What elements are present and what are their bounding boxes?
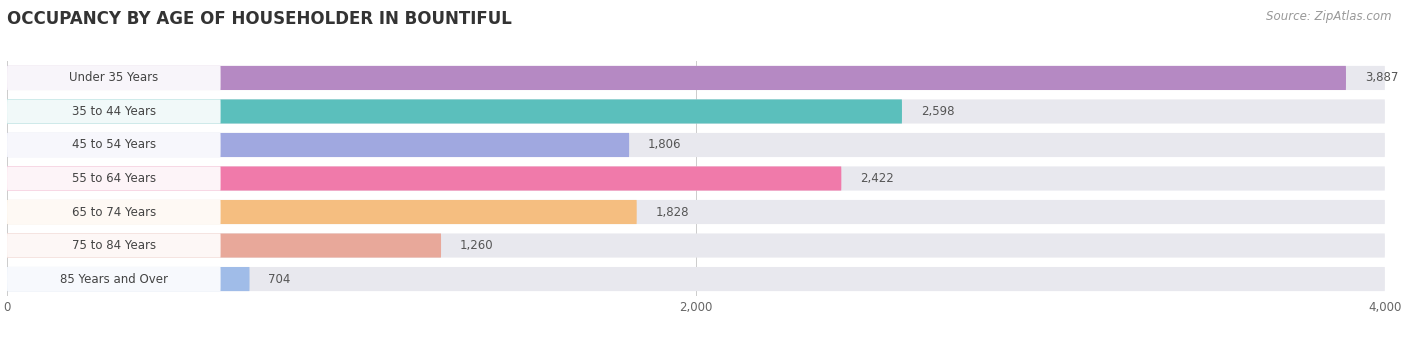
FancyBboxPatch shape bbox=[7, 200, 221, 224]
FancyBboxPatch shape bbox=[7, 133, 628, 157]
Text: 45 to 54 Years: 45 to 54 Years bbox=[72, 138, 156, 152]
Text: 1,828: 1,828 bbox=[655, 205, 689, 219]
Text: 1,260: 1,260 bbox=[460, 239, 494, 252]
Text: 2,422: 2,422 bbox=[860, 172, 894, 185]
FancyBboxPatch shape bbox=[7, 167, 841, 190]
Text: 75 to 84 Years: 75 to 84 Years bbox=[72, 239, 156, 252]
FancyBboxPatch shape bbox=[7, 200, 1385, 224]
FancyBboxPatch shape bbox=[7, 167, 1385, 190]
Text: 3,887: 3,887 bbox=[1365, 71, 1399, 84]
FancyBboxPatch shape bbox=[7, 66, 1346, 90]
FancyBboxPatch shape bbox=[7, 234, 441, 258]
FancyBboxPatch shape bbox=[7, 167, 221, 190]
FancyBboxPatch shape bbox=[7, 133, 221, 157]
Text: Under 35 Years: Under 35 Years bbox=[69, 71, 159, 84]
FancyBboxPatch shape bbox=[7, 200, 637, 224]
Text: Source: ZipAtlas.com: Source: ZipAtlas.com bbox=[1267, 10, 1392, 23]
FancyBboxPatch shape bbox=[7, 267, 249, 291]
FancyBboxPatch shape bbox=[7, 267, 1385, 291]
Text: OCCUPANCY BY AGE OF HOUSEHOLDER IN BOUNTIFUL: OCCUPANCY BY AGE OF HOUSEHOLDER IN BOUNT… bbox=[7, 10, 512, 28]
FancyBboxPatch shape bbox=[7, 99, 903, 123]
FancyBboxPatch shape bbox=[7, 66, 221, 90]
Text: 35 to 44 Years: 35 to 44 Years bbox=[72, 105, 156, 118]
FancyBboxPatch shape bbox=[7, 133, 1385, 157]
Text: 1,806: 1,806 bbox=[648, 138, 682, 152]
Text: 704: 704 bbox=[269, 273, 291, 286]
FancyBboxPatch shape bbox=[7, 234, 1385, 258]
FancyBboxPatch shape bbox=[7, 234, 221, 258]
FancyBboxPatch shape bbox=[7, 99, 1385, 123]
Text: 2,598: 2,598 bbox=[921, 105, 955, 118]
FancyBboxPatch shape bbox=[7, 267, 221, 291]
FancyBboxPatch shape bbox=[7, 66, 1385, 90]
Text: 65 to 74 Years: 65 to 74 Years bbox=[72, 205, 156, 219]
Text: 55 to 64 Years: 55 to 64 Years bbox=[72, 172, 156, 185]
FancyBboxPatch shape bbox=[7, 99, 221, 123]
Text: 85 Years and Over: 85 Years and Over bbox=[60, 273, 167, 286]
